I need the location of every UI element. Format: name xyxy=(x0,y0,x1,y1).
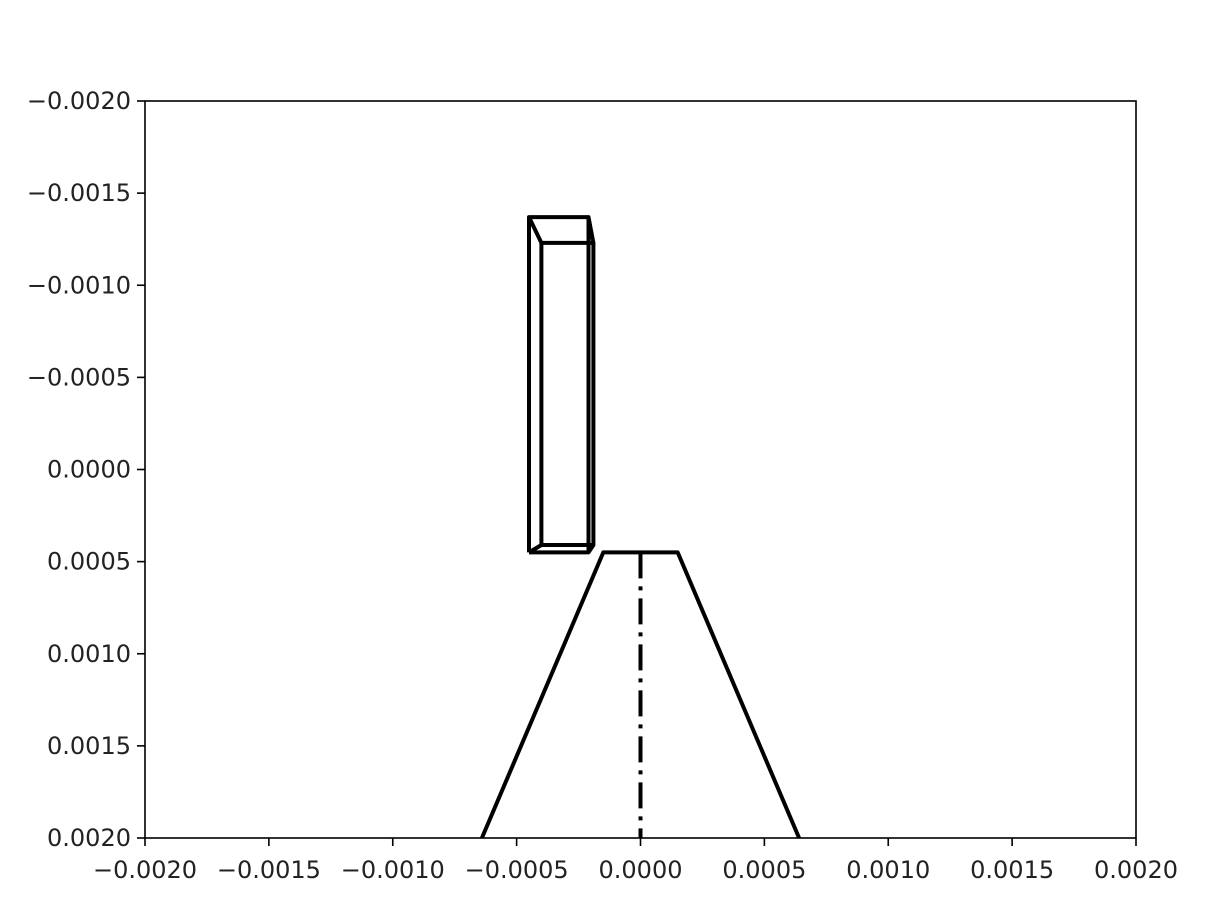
x-axis: −0.0020 −0.0015 −0.0010 −0.0005 0.0000 0.0005… xyxy=(93,838,1178,884)
y-tick-label: −0.0020 xyxy=(27,87,131,115)
y-tick-label: −0.0005 xyxy=(27,363,131,391)
series-line-1 xyxy=(527,215,591,553)
y-tick-label: −0.0010 xyxy=(27,271,131,299)
series-line-6 xyxy=(527,543,543,555)
y-tick-label: 0.0020 xyxy=(47,824,131,852)
y-tick-label: 0.0010 xyxy=(47,640,131,668)
y-tick-label: −0.0015 xyxy=(27,179,131,207)
x-tick-label: 0.0010 xyxy=(846,856,930,884)
x-tick-label: −0.0010 xyxy=(341,856,445,884)
series-line-3 xyxy=(527,216,544,244)
data-layer xyxy=(480,215,801,839)
y-tick-label: 0.0015 xyxy=(47,732,131,760)
x-tick-label: 0.0005 xyxy=(722,856,806,884)
x-tick-label: −0.0020 xyxy=(93,856,197,884)
x-tick-label: 0.0015 xyxy=(970,856,1054,884)
y-axis: −0.0020 −0.0015 −0.0010 −0.0005 0.0000 0.0005… xyxy=(27,87,145,852)
series-line-2 xyxy=(539,240,596,547)
y-tick-label: 0.0005 xyxy=(47,548,131,576)
y-tick-label: 0.0000 xyxy=(47,456,131,484)
x-tick-label: 0.0000 xyxy=(599,856,683,884)
x-tick-label: −0.0005 xyxy=(465,856,569,884)
x-tick-label: −0.0015 xyxy=(217,856,321,884)
x-tick-label: 0.0020 xyxy=(1094,856,1178,884)
